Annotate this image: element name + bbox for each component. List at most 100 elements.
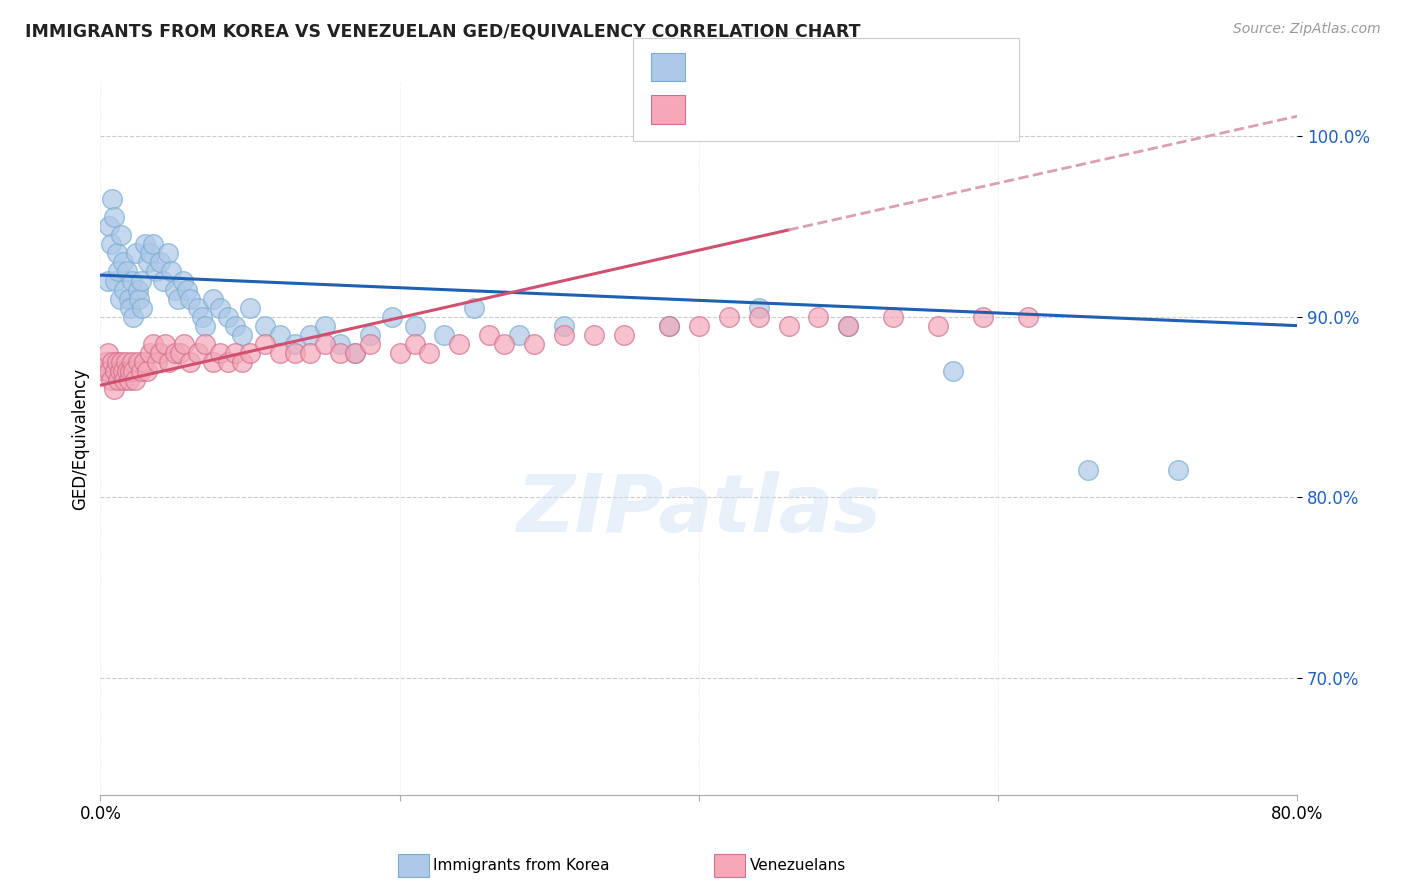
Point	[284, 336, 307, 351]
Text: ZIPatlas: ZIPatlas	[516, 471, 882, 549]
Point	[127, 355, 149, 369]
Point	[134, 237, 156, 252]
Point	[748, 310, 770, 324]
Point	[167, 292, 190, 306]
Point	[553, 327, 575, 342]
Point	[107, 264, 129, 278]
Point	[97, 273, 120, 287]
Point	[117, 364, 139, 378]
Point	[103, 211, 125, 225]
Point	[121, 355, 143, 369]
Point	[179, 355, 201, 369]
Point	[127, 283, 149, 297]
Point	[508, 327, 530, 342]
Point	[112, 373, 135, 387]
Point	[388, 345, 411, 359]
Point	[135, 364, 157, 378]
Point	[217, 355, 239, 369]
Point	[101, 355, 124, 369]
Point	[418, 345, 440, 359]
Point	[153, 336, 176, 351]
Point	[110, 228, 132, 243]
Point	[269, 327, 291, 342]
Point	[837, 318, 859, 333]
Point	[224, 345, 246, 359]
Point	[359, 327, 381, 342]
Point	[807, 310, 830, 324]
Point	[118, 373, 141, 387]
Point	[191, 310, 214, 324]
Point	[101, 192, 124, 206]
Point	[146, 355, 169, 369]
Point	[138, 246, 160, 260]
Point	[208, 301, 231, 315]
Point	[129, 364, 152, 378]
Point	[173, 336, 195, 351]
Point	[104, 273, 127, 287]
Point	[253, 336, 276, 351]
Point	[105, 246, 128, 260]
Point	[117, 264, 139, 278]
Text: Source: ZipAtlas.com: Source: ZipAtlas.com	[1233, 22, 1381, 37]
Point	[298, 327, 321, 342]
Point	[128, 292, 150, 306]
Point	[132, 355, 155, 369]
Text: 0.296: 0.296	[741, 101, 804, 119]
Text: N =: N =	[837, 101, 876, 119]
Point	[98, 364, 121, 378]
Point	[142, 336, 165, 351]
Point	[433, 327, 456, 342]
Point	[314, 318, 336, 333]
Text: N =: N =	[837, 58, 876, 76]
Point	[201, 355, 224, 369]
Point	[494, 336, 516, 351]
Point	[172, 273, 194, 287]
Point	[942, 364, 965, 378]
Point	[149, 255, 172, 269]
Point	[157, 355, 180, 369]
Point	[105, 355, 128, 369]
Point	[688, 318, 710, 333]
Point	[194, 318, 217, 333]
Point	[129, 273, 152, 287]
Point	[136, 255, 159, 269]
Text: R =: R =	[692, 58, 731, 76]
Point	[112, 283, 135, 297]
Point	[194, 336, 217, 351]
Point	[778, 318, 800, 333]
Point	[404, 318, 426, 333]
Point	[159, 264, 181, 278]
Point	[152, 273, 174, 287]
Point	[110, 355, 132, 369]
Point	[121, 273, 143, 287]
Point	[658, 318, 681, 333]
Point	[176, 283, 198, 297]
Point	[359, 336, 381, 351]
Point	[165, 283, 187, 297]
Point	[187, 301, 209, 315]
Point	[329, 345, 352, 359]
Point	[100, 373, 122, 387]
Point	[96, 355, 118, 369]
Text: R =: R =	[692, 101, 731, 119]
Point	[156, 246, 179, 260]
Text: 65: 65	[890, 58, 915, 76]
Point	[142, 237, 165, 252]
Point	[717, 310, 740, 324]
Point	[837, 318, 859, 333]
Point	[239, 301, 262, 315]
Point	[125, 246, 148, 260]
Point	[298, 345, 321, 359]
Point	[269, 345, 291, 359]
Point	[613, 327, 636, 342]
Point	[239, 345, 262, 359]
Point	[343, 345, 366, 359]
Point	[658, 318, 681, 333]
Point	[201, 292, 224, 306]
Text: Venezuelans: Venezuelans	[749, 858, 845, 872]
Point	[98, 219, 121, 234]
Point	[1077, 463, 1099, 477]
Point	[169, 345, 191, 359]
Point	[111, 255, 134, 269]
Point	[138, 345, 160, 359]
